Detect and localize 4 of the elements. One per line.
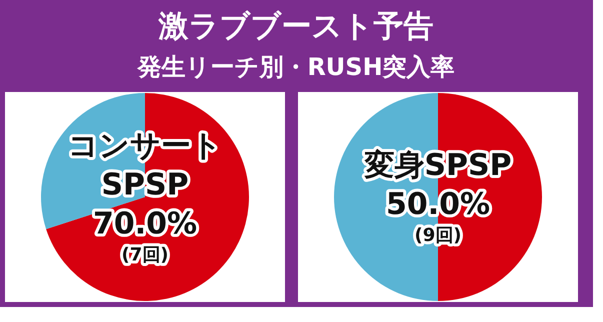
data-label: 70.0% [92, 206, 198, 242]
text: 激ラブブースト予告 [158, 9, 434, 44]
text: (7回) [122, 244, 168, 266]
text: 発生リーチ別・RUSH突入率 [136, 53, 455, 81]
